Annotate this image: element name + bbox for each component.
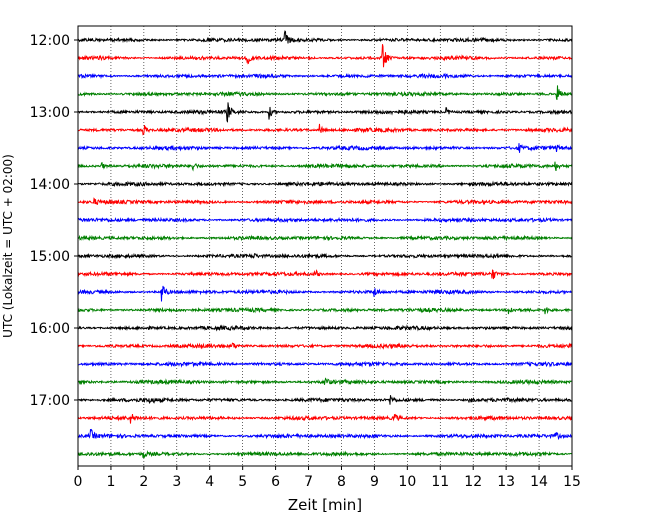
x-tick-label: 14 bbox=[530, 474, 548, 490]
plot-frame bbox=[77, 25, 573, 467]
x-tick-label: 3 bbox=[172, 474, 181, 490]
x-tick-label: 12 bbox=[464, 474, 482, 490]
x-axis-ticks: 0 1 2 3 4 5 6 7 8 9 10 11 12 13 14 15 bbox=[74, 466, 581, 490]
seismogram-trace bbox=[77, 285, 573, 302]
seismogram-trace bbox=[77, 30, 573, 44]
seismogram-trace bbox=[77, 216, 573, 224]
seismogram-trace bbox=[77, 143, 573, 153]
seismogram-trace bbox=[77, 161, 573, 172]
x-tick-label: 2 bbox=[139, 474, 148, 490]
y-tick-label: 17:00 bbox=[30, 393, 70, 409]
x-tick-label: 11 bbox=[431, 474, 449, 490]
grid-lines bbox=[110, 26, 540, 466]
trace-rows bbox=[77, 30, 573, 459]
x-tick-label: 9 bbox=[370, 474, 379, 490]
seismogram-trace bbox=[77, 85, 573, 101]
x-tick-label: 13 bbox=[497, 474, 515, 490]
seismogram-trace bbox=[77, 44, 573, 68]
y-tick-label: 14:00 bbox=[30, 177, 70, 193]
seismogram-trace bbox=[77, 306, 573, 315]
y-tick-label: 12:00 bbox=[30, 33, 70, 49]
x-tick-label: 8 bbox=[337, 474, 346, 490]
x-tick-label: 6 bbox=[271, 474, 280, 490]
x-tick-label: 10 bbox=[398, 474, 416, 490]
seismogram-trace bbox=[77, 449, 573, 459]
seismogram-trace bbox=[77, 377, 573, 386]
seismogram-trace bbox=[77, 180, 573, 188]
y-axis-label: UTC (Lokalzeit = UTC + 02:00) bbox=[1, 154, 15, 338]
seismogram-trace bbox=[77, 324, 573, 332]
x-tick-label: 1 bbox=[106, 474, 115, 490]
seismogram-trace bbox=[77, 123, 573, 136]
x-tick-label: 4 bbox=[205, 474, 214, 490]
seismogram-trace bbox=[77, 234, 573, 242]
seismogram-trace bbox=[77, 428, 573, 441]
y-tick-label: 15:00 bbox=[30, 249, 70, 265]
x-tick-label: 0 bbox=[74, 474, 83, 490]
seismogram-trace bbox=[77, 342, 573, 350]
seismogram-trace bbox=[77, 413, 573, 424]
x-axis-label: Zeit [min] bbox=[288, 496, 362, 514]
seismogram-trace bbox=[77, 360, 573, 368]
seismogram-trace bbox=[77, 197, 573, 206]
y-tick-label: 13:00 bbox=[30, 105, 70, 121]
x-tick-label: 15 bbox=[563, 474, 581, 490]
x-tick-label: 5 bbox=[238, 474, 247, 490]
x-tick-label: 7 bbox=[304, 474, 313, 490]
seismogram-trace bbox=[77, 269, 573, 280]
seismogram-trace bbox=[77, 102, 573, 123]
seismogram-trace bbox=[77, 252, 573, 260]
seismogram-trace bbox=[77, 395, 573, 405]
y-axis-ticks: 12:00 13:00 14:00 15:00 16:00 17:00 bbox=[30, 33, 78, 409]
y-tick-label: 16:00 bbox=[30, 321, 70, 337]
seismogram-trace bbox=[77, 72, 573, 80]
